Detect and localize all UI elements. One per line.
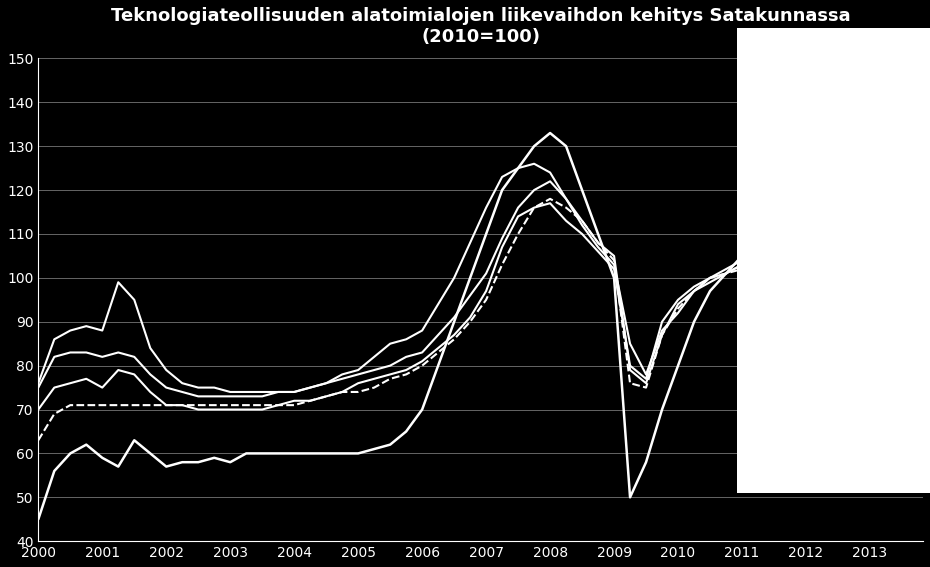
- Title: Teknologiateollisuuden alatoimialojen liikevaihdon kehitys Satakunnassa
(2010=10: Teknologiateollisuuden alatoimialojen li…: [111, 7, 851, 46]
